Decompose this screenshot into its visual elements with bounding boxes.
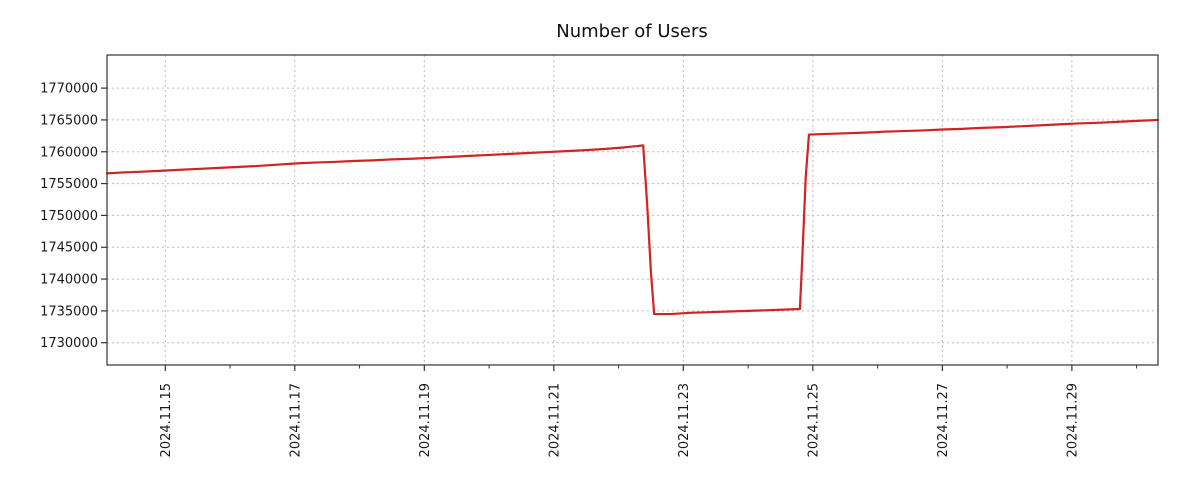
x-tick-label: 2024.11.25 [806, 383, 821, 457]
y-tick-label: 1770000 [40, 82, 98, 97]
y-tick-label: 1740000 [40, 273, 98, 288]
y-tick-label: 1730000 [40, 336, 98, 351]
chart-title: Number of Users [556, 21, 708, 42]
y-tick-label: 1755000 [40, 177, 98, 192]
x-tick-label: 2024.11.19 [418, 383, 433, 457]
y-axis-labels: 1730000 1735000 1740000 1745000 1750000 17550… [40, 82, 98, 352]
axis-ticks [101, 87, 1138, 371]
x-tick-label: 2024.11.29 [1065, 383, 1080, 457]
y-tick-label: 1760000 [40, 145, 98, 160]
users-series-line [105, 118, 1160, 316]
y-tick-label: 1735000 [40, 304, 98, 319]
x-tick-label: 2024.11.17 [288, 383, 303, 457]
x-axis-labels: 2024.11.15 2024.11.17 2024.11.19 2024.11.21… [159, 383, 1081, 457]
x-tick-label: 2024.11.27 [936, 383, 951, 457]
gridlines [107, 55, 1158, 365]
y-tick-label: 1745000 [40, 241, 98, 256]
plot-border [106, 54, 1159, 366]
x-tick-label: 2024.11.23 [677, 383, 692, 457]
y-tick-label: 1765000 [40, 113, 98, 128]
x-tick-label: 2024.11.21 [547, 383, 562, 457]
series-line [105, 118, 1160, 316]
x-tick-label: 2024.11.15 [159, 383, 174, 457]
y-tick-label: 1750000 [40, 209, 98, 224]
